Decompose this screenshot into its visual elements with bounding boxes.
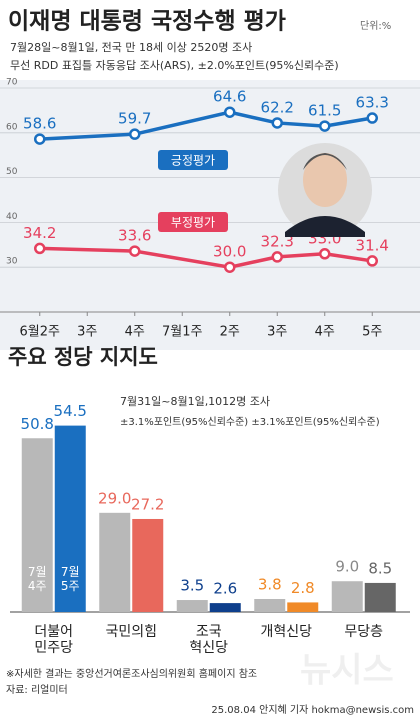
x-tick-label: 6월2주 — [20, 325, 61, 340]
subtitle: 7월28일~8월1일, 전국 만 18세 이상 2520명 조사 — [10, 40, 252, 54]
data-label: 3.5 — [180, 577, 204, 595]
series-label: 긍정평가 — [171, 154, 215, 168]
data-label: 31.4 — [356, 236, 389, 254]
data-label: 2.6 — [213, 580, 237, 598]
x-tick-label: 7월1주 — [162, 325, 203, 340]
x-tick-label: 국민의힘 — [105, 624, 157, 640]
x-tick-label: 3주 — [267, 325, 287, 340]
data-label: 9.0 — [335, 558, 359, 576]
subtitle: 무선 RDD 표집틀 자동응답 조사(ARS), ±2.0%포인트(95%신뢰수… — [10, 59, 339, 72]
photo — [278, 143, 372, 237]
x-tick-label: 조국 혁신당 — [189, 624, 228, 656]
bar — [254, 599, 286, 612]
y-tick-label: 40 — [6, 212, 18, 222]
credit: 25.08.04 안지혜 기자 hokma@newsis.com — [211, 704, 414, 716]
watermark: 뉴시스 — [300, 651, 394, 691]
unit: 단위:% — [360, 19, 391, 32]
bar — [54, 425, 86, 612]
subtitle: 7월31일~8월1일,1012명 조사 — [120, 394, 270, 408]
data-label: 54.5 — [54, 402, 87, 420]
bar — [209, 603, 241, 612]
data-label: 62.2 — [261, 98, 294, 116]
x-tick-label: 2주 — [220, 325, 240, 340]
point — [224, 106, 236, 118]
data-label: 58.6 — [23, 115, 56, 133]
x-tick-label: 4주 — [315, 325, 335, 340]
bar — [176, 600, 208, 612]
data-label: 34.2 — [23, 224, 56, 242]
bar — [99, 512, 131, 612]
bar — [287, 602, 319, 612]
bar — [364, 582, 396, 612]
title: 이재명 대통령 국정수행 평가 — [8, 9, 286, 35]
data-label: 64.6 — [213, 88, 246, 106]
bar — [331, 581, 363, 612]
point — [224, 261, 236, 273]
title: 주요 정당 지지도 — [8, 345, 158, 369]
x-tick-label: 4주 — [125, 325, 145, 340]
source: 자료: 리얼미터 — [6, 684, 68, 696]
point — [366, 255, 378, 267]
point — [34, 133, 46, 145]
data-label: 50.8 — [21, 415, 54, 433]
data-label: 63.3 — [356, 94, 389, 112]
x-tick-label: 개혁신당 — [260, 624, 312, 640]
data-label: 29.0 — [98, 489, 131, 507]
point — [366, 112, 378, 124]
bar — [21, 438, 53, 612]
point — [319, 248, 331, 260]
data-label: 27.2 — [131, 495, 164, 513]
data-label: 33.6 — [118, 227, 151, 245]
point — [271, 251, 283, 263]
y-tick-label: 70 — [6, 78, 18, 88]
point — [271, 117, 283, 129]
subtitle: ±3.1%포인트(95%신뢰수준) ±3.1%포인트(95%신뢰수준) — [120, 416, 380, 428]
y-tick-label: 50 — [6, 167, 18, 177]
data-label: 8.5 — [368, 559, 392, 577]
x-tick-label: 더불어 민주당 — [34, 624, 73, 656]
line — [39, 246, 373, 269]
x-tick-label: 5주 — [362, 325, 382, 340]
series-name: 7월 4주 — [28, 565, 47, 593]
data-label: 3.8 — [258, 576, 282, 594]
line — [39, 110, 373, 141]
point — [34, 242, 46, 255]
series-name: 7월 5주 — [61, 565, 80, 593]
data-label: 61.5 — [308, 102, 341, 120]
point — [129, 245, 141, 257]
series-label-box — [158, 150, 228, 170]
point — [129, 128, 141, 140]
y-tick-label: 60 — [6, 122, 18, 132]
series-label: 부정평가 — [171, 216, 215, 230]
note: ※자세한 결과는 중앙선거여론조사심의위원회 홈페이지 참조 — [6, 667, 257, 680]
series-label-box — [158, 212, 228, 232]
x-tick-label: 무당층 — [344, 624, 383, 640]
data-label: 30.0 — [213, 243, 246, 261]
point — [319, 120, 331, 132]
x-tick-label: 3주 — [77, 325, 97, 340]
bar — [132, 518, 164, 612]
data-label: 59.7 — [118, 110, 151, 128]
y-tick-label: 30 — [6, 257, 18, 267]
data-label: 2.8 — [291, 579, 315, 597]
